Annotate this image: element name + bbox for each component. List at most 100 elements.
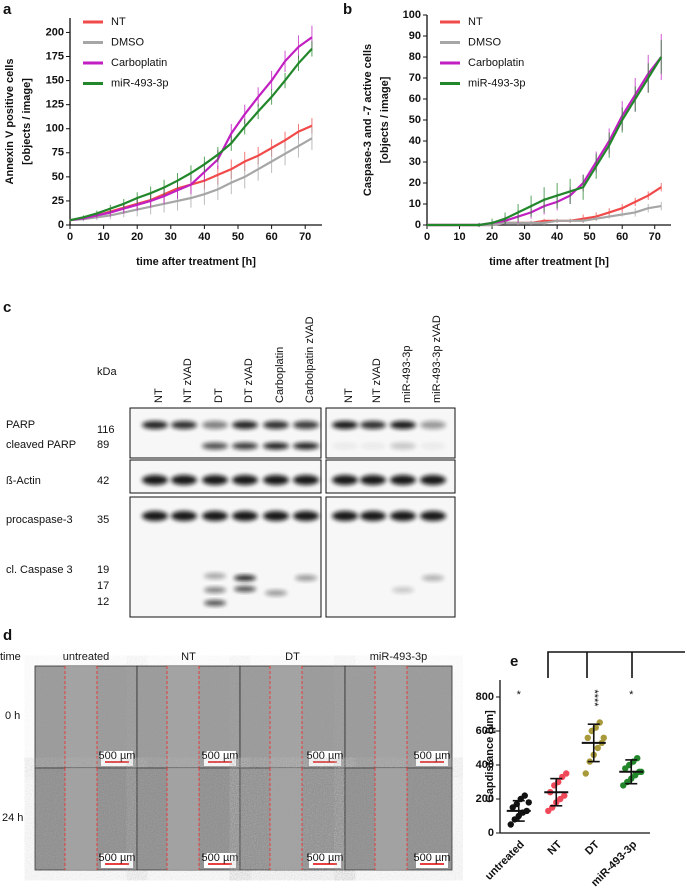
column-header: DT <box>285 651 300 663</box>
blot-band <box>420 442 446 450</box>
panel-label: e <box>510 653 518 670</box>
x-tick-label: 50 <box>232 231 244 243</box>
blot-band <box>390 511 416 521</box>
row-label: PARP <box>6 419 35 431</box>
blot-band <box>202 442 228 450</box>
scratch-gap <box>270 768 302 870</box>
x-tick-label: DT <box>583 838 602 857</box>
panel-label: c <box>3 299 11 316</box>
scale-bar-label: 500 µm <box>307 750 344 762</box>
data-point <box>584 734 591 741</box>
kda-value: 35 <box>97 514 109 526</box>
data-point <box>525 799 532 806</box>
x-axis-title: time after treatment [h] <box>489 256 609 268</box>
blot-band <box>332 421 358 429</box>
scale-bar-label: 500 µm <box>99 750 136 762</box>
x-tick-label: 30 <box>518 231 530 243</box>
scale-bar-label: 500 µm <box>202 750 239 762</box>
kda-header: kDa <box>97 366 117 378</box>
blot-band <box>202 511 228 521</box>
blot-band <box>204 573 226 579</box>
scratch-gap <box>65 768 97 870</box>
y-axis-title: Annexin V positive cells <box>4 59 16 185</box>
y-axis-title: [objects / image] <box>379 76 391 163</box>
y-tick-label: 400 <box>476 759 494 771</box>
blot-band <box>360 475 386 485</box>
legend-label: DMSO <box>111 36 144 48</box>
blot-band <box>293 442 319 450</box>
x-tick-label: 40 <box>551 231 563 243</box>
blot-band <box>142 475 168 485</box>
y-tick-label: 50 <box>52 171 64 183</box>
blot-band <box>293 475 319 485</box>
scratch-gap <box>65 666 97 768</box>
blot-band <box>202 475 228 485</box>
y-tick-label: 150 <box>46 74 64 86</box>
blot-band <box>390 475 416 485</box>
data-point <box>600 734 607 741</box>
series-line <box>69 48 313 222</box>
blot-band <box>332 442 358 450</box>
x-tick-label: 20 <box>131 231 143 243</box>
series-line <box>427 56 663 227</box>
y-tick-label: 100 <box>46 123 64 135</box>
y-tick-label: 0 <box>488 827 494 839</box>
blot-band <box>390 442 416 450</box>
legend-label: Carboplatin <box>111 57 167 69</box>
blot-band <box>171 511 197 521</box>
y-tick-label: 50 <box>409 114 421 126</box>
blot-band <box>234 586 256 592</box>
x-tick-label: 50 <box>584 231 596 243</box>
y-tick-label: 0 <box>58 219 64 231</box>
x-tick-label: 10 <box>97 231 109 243</box>
significance-label: * <box>517 689 522 701</box>
kda-value: 12 <box>97 596 109 608</box>
y-tick-label: 600 <box>476 725 494 737</box>
blot-band <box>232 442 258 450</box>
scratch-gap <box>167 666 199 768</box>
x-tick-label: 0 <box>424 231 430 243</box>
blot-band <box>232 511 258 521</box>
row-label: cleaved PARP <box>6 439 76 451</box>
data-point <box>594 744 601 752</box>
row-label: 0 h <box>5 710 20 722</box>
kda-value: 42 <box>97 475 109 487</box>
x-tick-label: 60 <box>265 231 277 243</box>
significance-bracket <box>547 651 685 678</box>
significance-label: * <box>629 689 634 701</box>
lane-label: Carbolpatin zVAD <box>304 316 316 403</box>
blot-band <box>332 511 358 521</box>
panel-label: b <box>343 1 352 18</box>
blot-band <box>232 421 258 429</box>
y-tick-label: 70 <box>409 72 421 84</box>
x-tick-label: 40 <box>198 231 210 243</box>
y-tick-label: 125 <box>46 99 64 111</box>
y-tick-label: 800 <box>476 691 494 703</box>
data-point <box>561 792 568 799</box>
scratch-gap <box>270 666 302 768</box>
scale-bar-label: 500 µm <box>202 852 239 864</box>
y-axis-title: [objects / image] <box>21 78 33 165</box>
y-tick-label: 75 <box>52 147 64 159</box>
data-point <box>507 821 514 828</box>
blot-band <box>263 511 289 521</box>
blot-band <box>142 421 168 429</box>
blot-band <box>171 475 197 485</box>
y-tick-label: 80 <box>409 51 421 63</box>
lane-label: NT zVAD <box>182 358 194 403</box>
legend-label: Carboplatin <box>468 57 524 69</box>
legend-label: NT <box>468 16 483 28</box>
data-point <box>582 770 589 777</box>
y-axis-title: Caspase-3 and -7 active cells <box>362 44 374 196</box>
significance-label: **** <box>588 689 600 707</box>
y-tick-label: 175 <box>46 50 64 62</box>
y-tick-label: 90 <box>409 30 421 42</box>
blot-band <box>360 511 386 521</box>
y-tick-label: 0 <box>415 219 421 231</box>
panel-label: a <box>3 1 12 18</box>
blot-band <box>422 575 444 581</box>
blot-band <box>142 511 168 521</box>
data-point <box>521 792 528 799</box>
scale-bar-label: 500 µm <box>414 852 451 864</box>
column-header: miR-493-3p <box>370 651 427 663</box>
